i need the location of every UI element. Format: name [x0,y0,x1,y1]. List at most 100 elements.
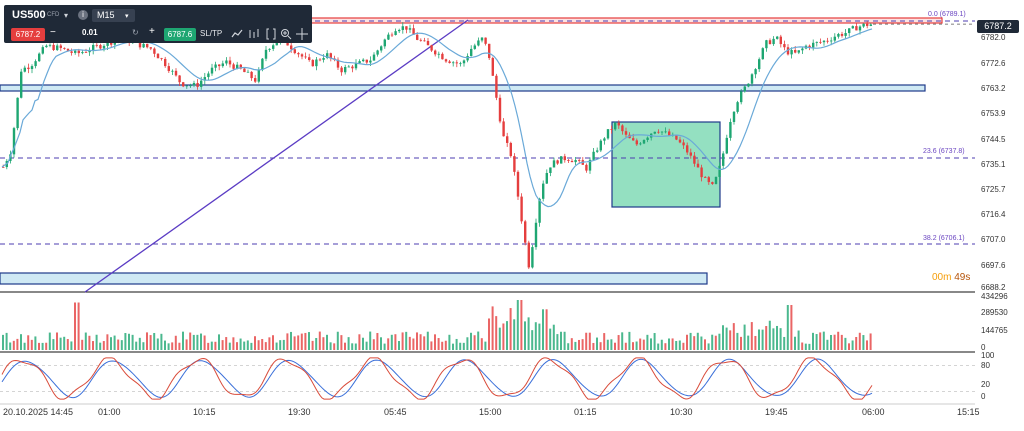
volume-bar [250,342,253,350]
volume-bar [336,331,339,350]
volume-bar [282,339,285,350]
quantity-input[interactable]: 0.01 [82,28,98,37]
volume-bar [740,336,742,350]
volume-bar [84,332,87,350]
candle-body [257,69,260,82]
candle-body [783,44,786,48]
candle-body [142,43,145,48]
quantity-reset-icon[interactable]: ↻ [132,28,139,37]
candle-body [110,41,113,45]
volume-bar [196,334,199,350]
volume-bar [729,330,732,350]
volume-bar [275,342,278,350]
timeframe-select[interactable]: M15 ▾ [92,9,135,22]
volume-bar [473,335,476,350]
volume-bar [372,339,375,350]
candle-body [722,153,725,166]
stochastic-d-line [1,358,873,399]
indicators-icon[interactable] [248,28,260,40]
time-axis-label: 10:15 [193,407,216,417]
volume-bar [455,338,458,350]
volume-bar [639,338,642,350]
candle-body [851,26,854,29]
current-price-tag: 6787.2 [977,20,1019,33]
volume-bar [758,329,760,350]
candle-body [614,122,617,130]
candle-body [826,40,829,42]
price-axis-label: 6688.2 [981,283,1006,292]
volume-bar [506,321,508,350]
candle-body [408,28,412,30]
volume-bar [380,337,382,350]
volume-bar [437,338,440,350]
sl-tp-button[interactable]: SL/TP [200,29,223,38]
chart-line-icon[interactable] [231,28,243,40]
volume-bar [34,336,37,350]
candle-body [34,61,37,67]
countdown-minutes: 00m [932,272,952,283]
quantity-increase-button[interactable]: + [149,26,155,37]
volume-bar [52,339,55,350]
crosshair-icon[interactable] [296,28,308,40]
volume-bar [783,336,786,350]
volume-bar [408,336,411,350]
volume-bar [833,334,836,350]
volume-bar [398,341,400,350]
candle-body [264,49,268,59]
candle-body [290,45,293,50]
symbol-dropdown-icon[interactable]: ▾ [64,11,69,20]
candle-body [41,47,44,54]
bracket-icon[interactable] [265,28,277,40]
candle-body [315,59,318,67]
sell-button[interactable]: 6787.2 [11,28,45,41]
volume-bar [297,335,300,350]
candle-body [192,82,196,86]
volume-bar [45,342,48,350]
candle-body [678,139,682,143]
candle-body [300,54,304,57]
volume-bar [851,340,854,350]
candle-body [218,64,221,67]
volume-bar [189,332,192,350]
candle-body [588,159,592,171]
volume-bar [192,334,195,350]
quantity-decrease-button[interactable]: − [50,27,56,38]
volume-bar [509,308,512,350]
volume-bar [599,342,602,350]
candle-body [412,28,415,35]
volume-bar [700,336,703,350]
candle-body [272,45,275,49]
volume-bar [563,331,566,350]
candle-body [84,52,88,53]
price-axis-label: 6697.6 [981,261,1006,270]
volume-bar [772,328,775,350]
volume-bar [480,338,483,350]
volume-bar [160,333,163,350]
volume-bar [542,309,544,350]
candle-body [153,48,156,54]
volume-bar [779,328,782,350]
candle-body [102,45,106,49]
volume-bar [182,331,184,350]
candle-body [311,60,314,67]
volume-bar [153,332,156,350]
volume-bar [657,343,660,350]
volume-bar [743,324,746,350]
volume-bar [66,339,69,350]
zoom-in-icon[interactable] [280,28,292,40]
symbol-label[interactable]: US500 [12,9,46,21]
volume-bar [416,332,418,350]
info-icon[interactable]: i [78,10,88,20]
candle-body [513,156,516,172]
candle-body [30,66,34,70]
volume-bar [124,333,127,350]
volume-bar [808,343,811,350]
volume-bar [837,331,840,350]
buy-button[interactable]: 6787.6 [164,28,196,41]
candle-body [160,58,163,60]
candle-body [437,53,440,55]
candle-body [164,58,167,67]
candle-body [639,143,642,145]
